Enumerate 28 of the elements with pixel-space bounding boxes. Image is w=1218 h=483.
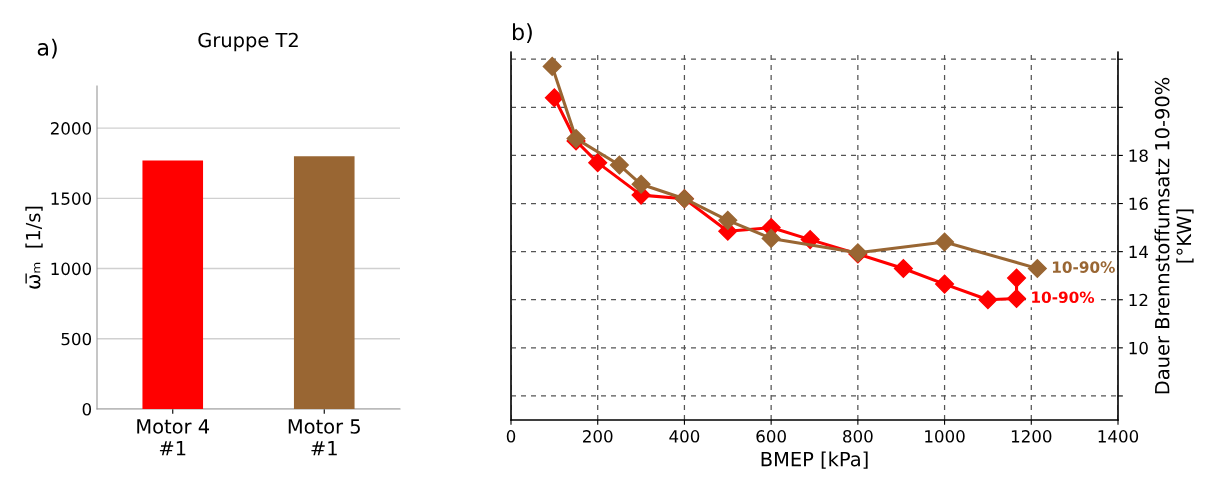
y-tick-label: 1500 bbox=[51, 192, 92, 205]
series-label: 10-90% bbox=[1052, 261, 1115, 273]
series-label: 10-90% bbox=[1032, 291, 1095, 303]
y-tick-label: 500 bbox=[61, 332, 92, 346]
x-tick-label: 1000 bbox=[925, 430, 965, 443]
y2-tick-label: 14 bbox=[1129, 245, 1148, 258]
x-tick-label: 0 bbox=[506, 430, 516, 443]
y-tick-label: 0 bbox=[82, 402, 92, 416]
y-tick-label: 1000 bbox=[51, 262, 92, 276]
x-axis-title: BMEP [kPa] bbox=[761, 451, 868, 469]
y2-tick-label: 10 bbox=[1129, 341, 1148, 355]
x-tick-label: 600 bbox=[756, 430, 786, 443]
x-tick-label: 1400 bbox=[1098, 430, 1139, 443]
y2-tick-label: 12 bbox=[1129, 293, 1148, 307]
text: a) bbox=[37, 38, 57, 59]
y2-axis-title: Dauer Brennstoffumsatz 10-90% [°KW] bbox=[1154, 77, 1194, 394]
x-tick-label: 800 bbox=[843, 430, 873, 443]
x-tick-label: Motor 4 #1 bbox=[137, 419, 210, 456]
text: b) bbox=[513, 23, 532, 43]
chart-title: Gruppe T2 bbox=[198, 32, 298, 52]
y-tick-label: 2000 bbox=[50, 122, 92, 135]
x-tick-label: 400 bbox=[669, 430, 700, 443]
x-tick-label: 1200 bbox=[1011, 430, 1052, 443]
y-axis-title: ω̅ₘ [1/s] bbox=[25, 206, 43, 289]
y2-tick-label: 18 bbox=[1129, 149, 1148, 162]
y2-tick-label: 16 bbox=[1129, 197, 1148, 211]
x-tick-label: 200 bbox=[583, 430, 613, 443]
x-tick-label: Motor 5 #1 bbox=[288, 419, 360, 456]
